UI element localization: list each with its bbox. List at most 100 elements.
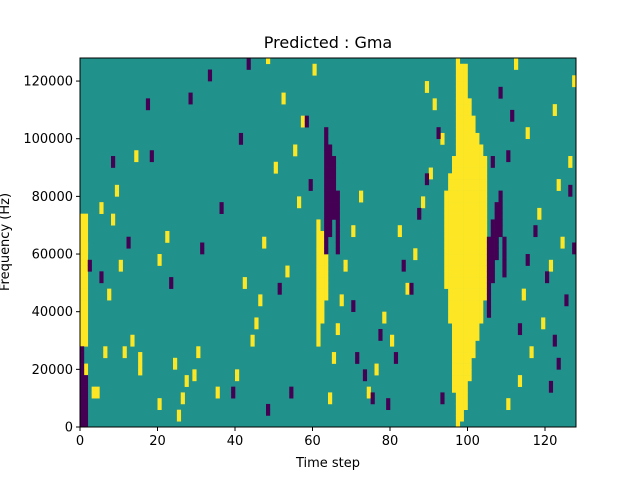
heatmap-cell-high: [479, 207, 484, 214]
heatmap-cell-low: [494, 236, 499, 243]
heatmap-cell-low: [99, 277, 104, 284]
heatmap-cell-high: [455, 323, 461, 330]
heatmap-cell-high: [452, 340, 457, 347]
heatmap-cell-high: [176, 409, 182, 416]
heatmap-cell-high: [463, 132, 468, 140]
heatmap-cell-high: [463, 81, 468, 88]
heatmap-cell-high: [397, 225, 402, 232]
heatmap-cell-high: [475, 317, 480, 324]
heatmap-cell-high: [83, 300, 89, 307]
heatmap-cell-high: [479, 213, 484, 220]
heatmap-cell-high: [273, 167, 278, 174]
heatmap-cell-high: [184, 375, 189, 382]
heatmap-cell-high: [471, 190, 476, 197]
heatmap-cell-high: [479, 219, 484, 226]
heatmap-cell-high: [448, 248, 453, 255]
heatmap-cell-high: [467, 190, 472, 197]
heatmap-cell-low: [328, 161, 333, 168]
heatmap-cell-high: [463, 75, 468, 82]
heatmap-cell-high: [452, 277, 457, 284]
heatmap-cell-high: [459, 328, 464, 336]
heatmap-cell-high: [475, 207, 480, 214]
heatmap-cell-high: [463, 265, 468, 272]
heatmap-cell-low: [517, 323, 523, 330]
heatmap-cell-high: [459, 392, 464, 399]
heatmap-cell-high: [459, 121, 464, 128]
heatmap-cell-high: [572, 75, 577, 82]
heatmap-cell-high: [83, 305, 89, 312]
heatmap-cell-low: [378, 334, 383, 341]
heatmap-cell-high: [452, 305, 457, 312]
heatmap-cell-high: [242, 282, 247, 289]
heatmap-cell-low: [494, 213, 499, 220]
heatmap-cell-high: [444, 202, 449, 209]
heatmap-cell-high: [455, 386, 461, 393]
heatmap-cell-high: [463, 380, 468, 387]
heatmap-cell-high: [444, 219, 449, 226]
heatmap-cell-high: [413, 248, 418, 255]
heatmap-cell-high: [459, 254, 464, 261]
heatmap-cell-high: [506, 398, 511, 405]
heatmap-cell-high: [455, 334, 461, 341]
heatmap-cell-high: [467, 282, 472, 289]
heatmap-cell-high: [463, 317, 468, 324]
heatmap-cell-high: [452, 300, 457, 307]
heatmap-cell-high: [525, 132, 530, 140]
heatmap-cell-low: [494, 225, 499, 232]
plot-area: [79, 57, 577, 428]
heatmap-cell-high: [471, 150, 476, 157]
heatmap-cell-low: [324, 161, 329, 168]
heatmap-cell-low: [498, 202, 503, 209]
heatmap-cell-high: [111, 213, 116, 220]
heatmap-cell-high: [548, 265, 554, 272]
heatmap-cell-high: [455, 409, 461, 416]
heatmap-cell-high: [452, 225, 457, 232]
heatmap-cell-high: [483, 173, 488, 180]
heatmap-cell-low: [490, 230, 495, 238]
heatmap-cell-high: [324, 265, 329, 272]
heatmap-cell-high: [463, 179, 468, 186]
heatmap-cell-high: [324, 294, 329, 301]
heatmap-cell-low: [324, 202, 329, 209]
heatmap-cell-high: [459, 346, 464, 353]
heatmap-cell-high: [459, 196, 464, 203]
heatmap-cell-low: [324, 230, 329, 238]
heatmap-cell-high: [80, 317, 85, 324]
heatmap-cell-high: [421, 202, 426, 209]
heatmap-cell-high: [463, 138, 468, 145]
heatmap-cell-high: [471, 328, 476, 336]
heatmap-cell-high: [463, 230, 468, 238]
heatmap-cell-high: [80, 323, 85, 330]
heatmap-cell-high: [316, 230, 321, 238]
heatmap-cell-low: [207, 69, 213, 76]
heatmap-cell-high: [475, 254, 480, 261]
heatmap-cell-high: [455, 277, 461, 284]
heatmap-cell-high: [479, 305, 484, 312]
heatmap-cell-low: [331, 207, 337, 214]
heatmap-cell-low: [188, 92, 193, 99]
heatmap-cell-low: [335, 219, 340, 226]
heatmap-cell-high: [459, 386, 464, 393]
heatmap-cell-high: [483, 259, 488, 266]
heatmap-cell-low: [502, 236, 507, 243]
heatmap-cell-high: [455, 346, 461, 353]
heatmap-cell-high: [455, 300, 461, 307]
heatmap-cell-high: [517, 375, 523, 382]
heatmap-cell-high: [463, 392, 468, 399]
heatmap-cell-low: [324, 213, 329, 220]
heatmap-cell-high: [324, 282, 329, 289]
heatmap-cell-low: [498, 196, 503, 203]
heatmap-cell-high: [184, 380, 189, 387]
heatmap-cell-high: [382, 317, 387, 324]
heatmap-cell-high: [157, 403, 162, 411]
heatmap-cell-high: [467, 98, 472, 105]
chart-title: Predicted : Gma: [264, 33, 392, 52]
heatmap-cell-high: [157, 259, 162, 266]
heatmap-cell-high: [455, 311, 461, 318]
heatmap-cell-high: [452, 236, 457, 243]
heatmap-cell-high: [297, 196, 302, 203]
heatmap-cell-low: [324, 190, 329, 197]
heatmap-cell-low: [401, 259, 406, 266]
heatmap-cell-high: [455, 421, 461, 428]
